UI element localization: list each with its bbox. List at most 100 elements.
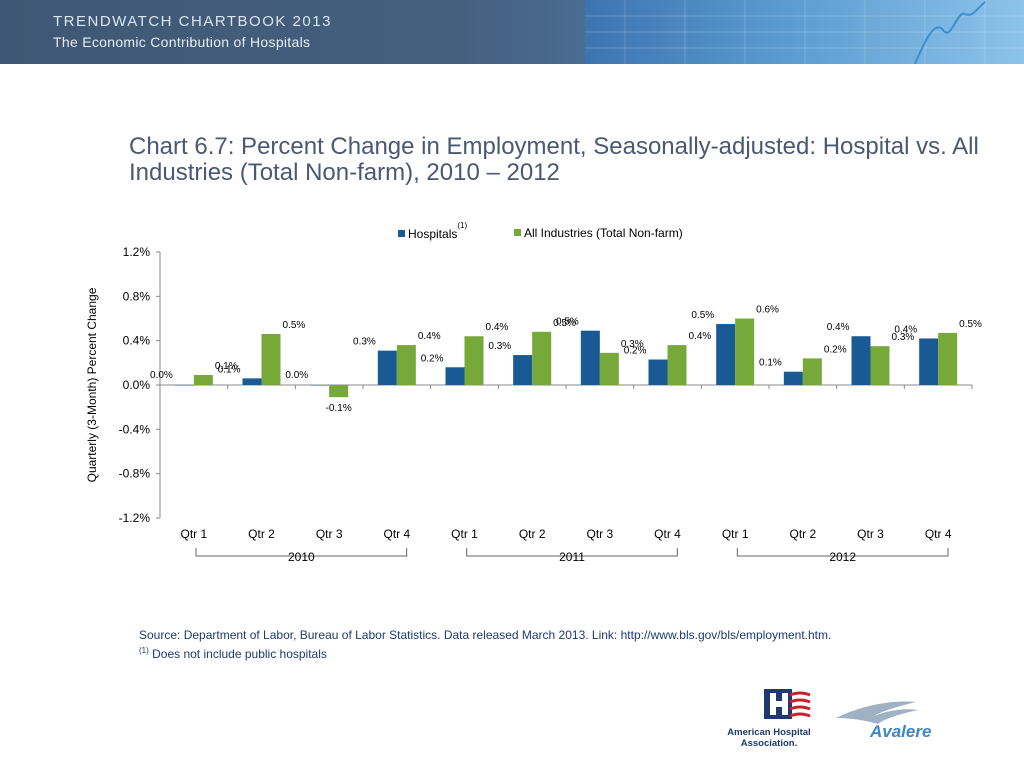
avalere-logo-text: Avalere: [870, 722, 932, 741]
data-label: 0.5%: [556, 317, 579, 328]
aha-logo-line2: Association.: [740, 738, 798, 749]
x-tick-label: Qtr 3: [857, 527, 884, 541]
data-label: 0.2%: [421, 353, 444, 364]
aha-logo-line1: American Hospital: [727, 727, 811, 738]
bar-hospitals: [919, 338, 939, 385]
year-bracket: [466, 548, 678, 557]
data-label: 0.3%: [353, 337, 376, 348]
year-bracket: [195, 548, 408, 557]
year-bracket: [736, 548, 949, 557]
footnote-text: Does not include public hospitals: [148, 647, 327, 661]
legend-label-hospitals: Hospitals: [408, 227, 458, 241]
legend-item-hospitals: Hospitals(1): [398, 221, 467, 241]
bar-hospitals: [716, 324, 736, 385]
bar-all-industries: [464, 336, 484, 385]
legend-swatch-hospitals: [398, 230, 405, 238]
data-label: 0.5%: [959, 319, 982, 330]
data-label: 0.4%: [894, 324, 917, 335]
y-tick-label: 0.0%: [123, 378, 151, 392]
aha-logo: American Hospital Association.: [724, 687, 814, 752]
bar-all-industries: [532, 331, 552, 385]
x-tick-label: Qtr 1: [180, 527, 207, 541]
x-tick-label: Qtr 4: [925, 527, 952, 541]
data-label: 0.2%: [824, 344, 847, 355]
avalere-logo: Avalere: [834, 696, 944, 746]
footnote: (1) Does not include public hospitals: [139, 643, 831, 662]
bar-chart: 1.2% 0.8% 0.4% 0.0% -0.4% -0.8% -1.2% Quarterly…: [85, 245, 982, 564]
y-tick-label: 0.4%: [123, 334, 151, 348]
data-label: 0.6%: [756, 305, 779, 316]
legend-footnote-mark: (1): [457, 221, 468, 230]
footnote-mark: (1): [139, 646, 149, 655]
bar-hospitals: [580, 330, 600, 385]
bar-hospitals: [310, 385, 330, 386]
y-tick-label: -1.2%: [119, 511, 151, 525]
bar-all-industries: [938, 332, 958, 385]
bar-all-industries: [599, 352, 619, 385]
data-label: 0.3%: [621, 339, 644, 350]
bar-all-industries: [396, 345, 416, 385]
data-label: 0.4%: [827, 322, 850, 333]
legend-item-all-industries: All Industries (Total Non-farm): [514, 226, 683, 240]
year-label: 2011: [559, 550, 585, 564]
data-label: 0.4%: [689, 331, 712, 342]
y-tick-label: 1.2%: [123, 245, 151, 259]
data-label: 0.4%: [486, 322, 509, 333]
source-text: Source: Department of Labor, Bureau of L…: [139, 628, 832, 642]
x-tick-label: Qtr 1: [722, 527, 749, 541]
x-tick-label: Qtr 2: [248, 527, 275, 541]
year-label: 2010: [288, 550, 315, 564]
bar-hospitals: [783, 371, 803, 385]
bar-hospitals: [513, 355, 533, 385]
bar-all-industries: [329, 385, 349, 398]
chart-title: Chart 6.7: Percent Change in Employment,…: [129, 133, 979, 186]
x-tick-label: Qtr 2: [789, 527, 816, 541]
data-label: 0.1%: [218, 364, 241, 375]
data-label: 0.0%: [285, 370, 308, 381]
year-label: 2012: [829, 550, 856, 564]
data-label: 0.1%: [759, 358, 782, 369]
data-label: 0.5%: [691, 310, 714, 321]
aha-logo-text: American Hospital Association.: [724, 727, 814, 749]
x-tick-label: Qtr 1: [451, 527, 478, 541]
banner-subtitle: The Economic Contribution of Hospitals: [53, 34, 311, 50]
data-label: 0.5%: [283, 320, 306, 331]
bar-all-industries: [261, 334, 281, 385]
y-tick-label: -0.4%: [119, 422, 151, 436]
aha-logo-mark-icon: [764, 689, 811, 719]
data-label: 0.0%: [150, 370, 173, 381]
bar-hospitals: [648, 359, 668, 385]
data-label: 0.2%: [624, 346, 647, 357]
data-label: 0.4%: [418, 331, 441, 342]
data-label: 0.5%: [553, 318, 576, 329]
bar-hospitals: [445, 367, 465, 385]
x-tick-label: Qtr 3: [316, 527, 343, 541]
x-tick-label: Qtr 2: [519, 527, 546, 541]
header-banner: TRENDWATCH CHARTBOOK 2013 The Economic C…: [0, 0, 1024, 64]
banner-title: TRENDWATCH CHARTBOOK 2013: [53, 13, 332, 30]
x-tick-label: Qtr 4: [654, 527, 681, 541]
bar-all-industries: [735, 318, 755, 385]
y-tick-label: -0.8%: [119, 467, 151, 481]
bar-hospitals: [174, 385, 194, 386]
bar-hospitals: [851, 336, 871, 385]
data-label: 0.3%: [892, 332, 915, 343]
data-label: 0.3%: [488, 341, 511, 352]
banner-wave-graphic: [585, 0, 1024, 64]
avalere-wing-icon: [836, 701, 918, 724]
x-tick-label: Qtr 4: [383, 527, 410, 541]
source-note: Source: Department of Labor, Bureau of L…: [139, 628, 831, 662]
y-tick-label: 0.8%: [123, 289, 151, 303]
legend-swatch-all-industries: [514, 229, 521, 237]
bar-all-industries: [193, 375, 213, 385]
bar-hospitals: [242, 378, 262, 385]
legend-label-all-industries: All Industries (Total Non-farm): [524, 226, 683, 240]
bar-hospitals: [377, 350, 397, 385]
y-axis-title: Quarterly (3-Month) Percent Change: [85, 287, 99, 482]
bar-all-industries: [802, 358, 822, 385]
bar-all-industries: [667, 345, 687, 385]
x-tick-label: Qtr 3: [586, 527, 613, 541]
banner-graphic: [585, 0, 1024, 64]
bar-all-industries: [870, 346, 890, 385]
data-label: 0.1%: [215, 361, 238, 372]
